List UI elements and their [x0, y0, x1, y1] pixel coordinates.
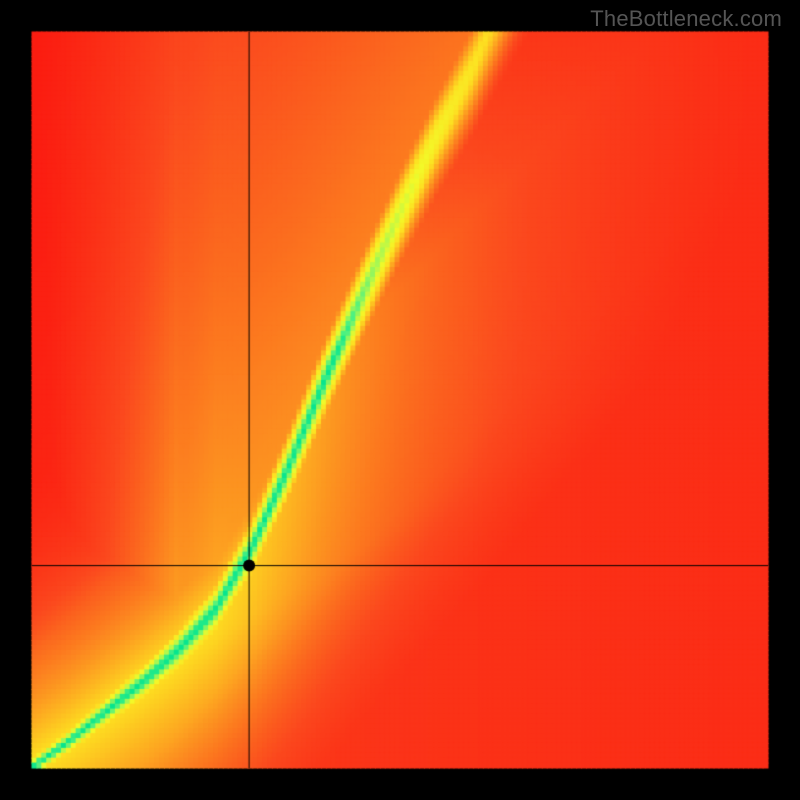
- heatmap-canvas: [0, 0, 800, 800]
- watermark-label: TheBottleneck.com: [590, 6, 782, 32]
- chart-container: TheBottleneck.com: [0, 0, 800, 800]
